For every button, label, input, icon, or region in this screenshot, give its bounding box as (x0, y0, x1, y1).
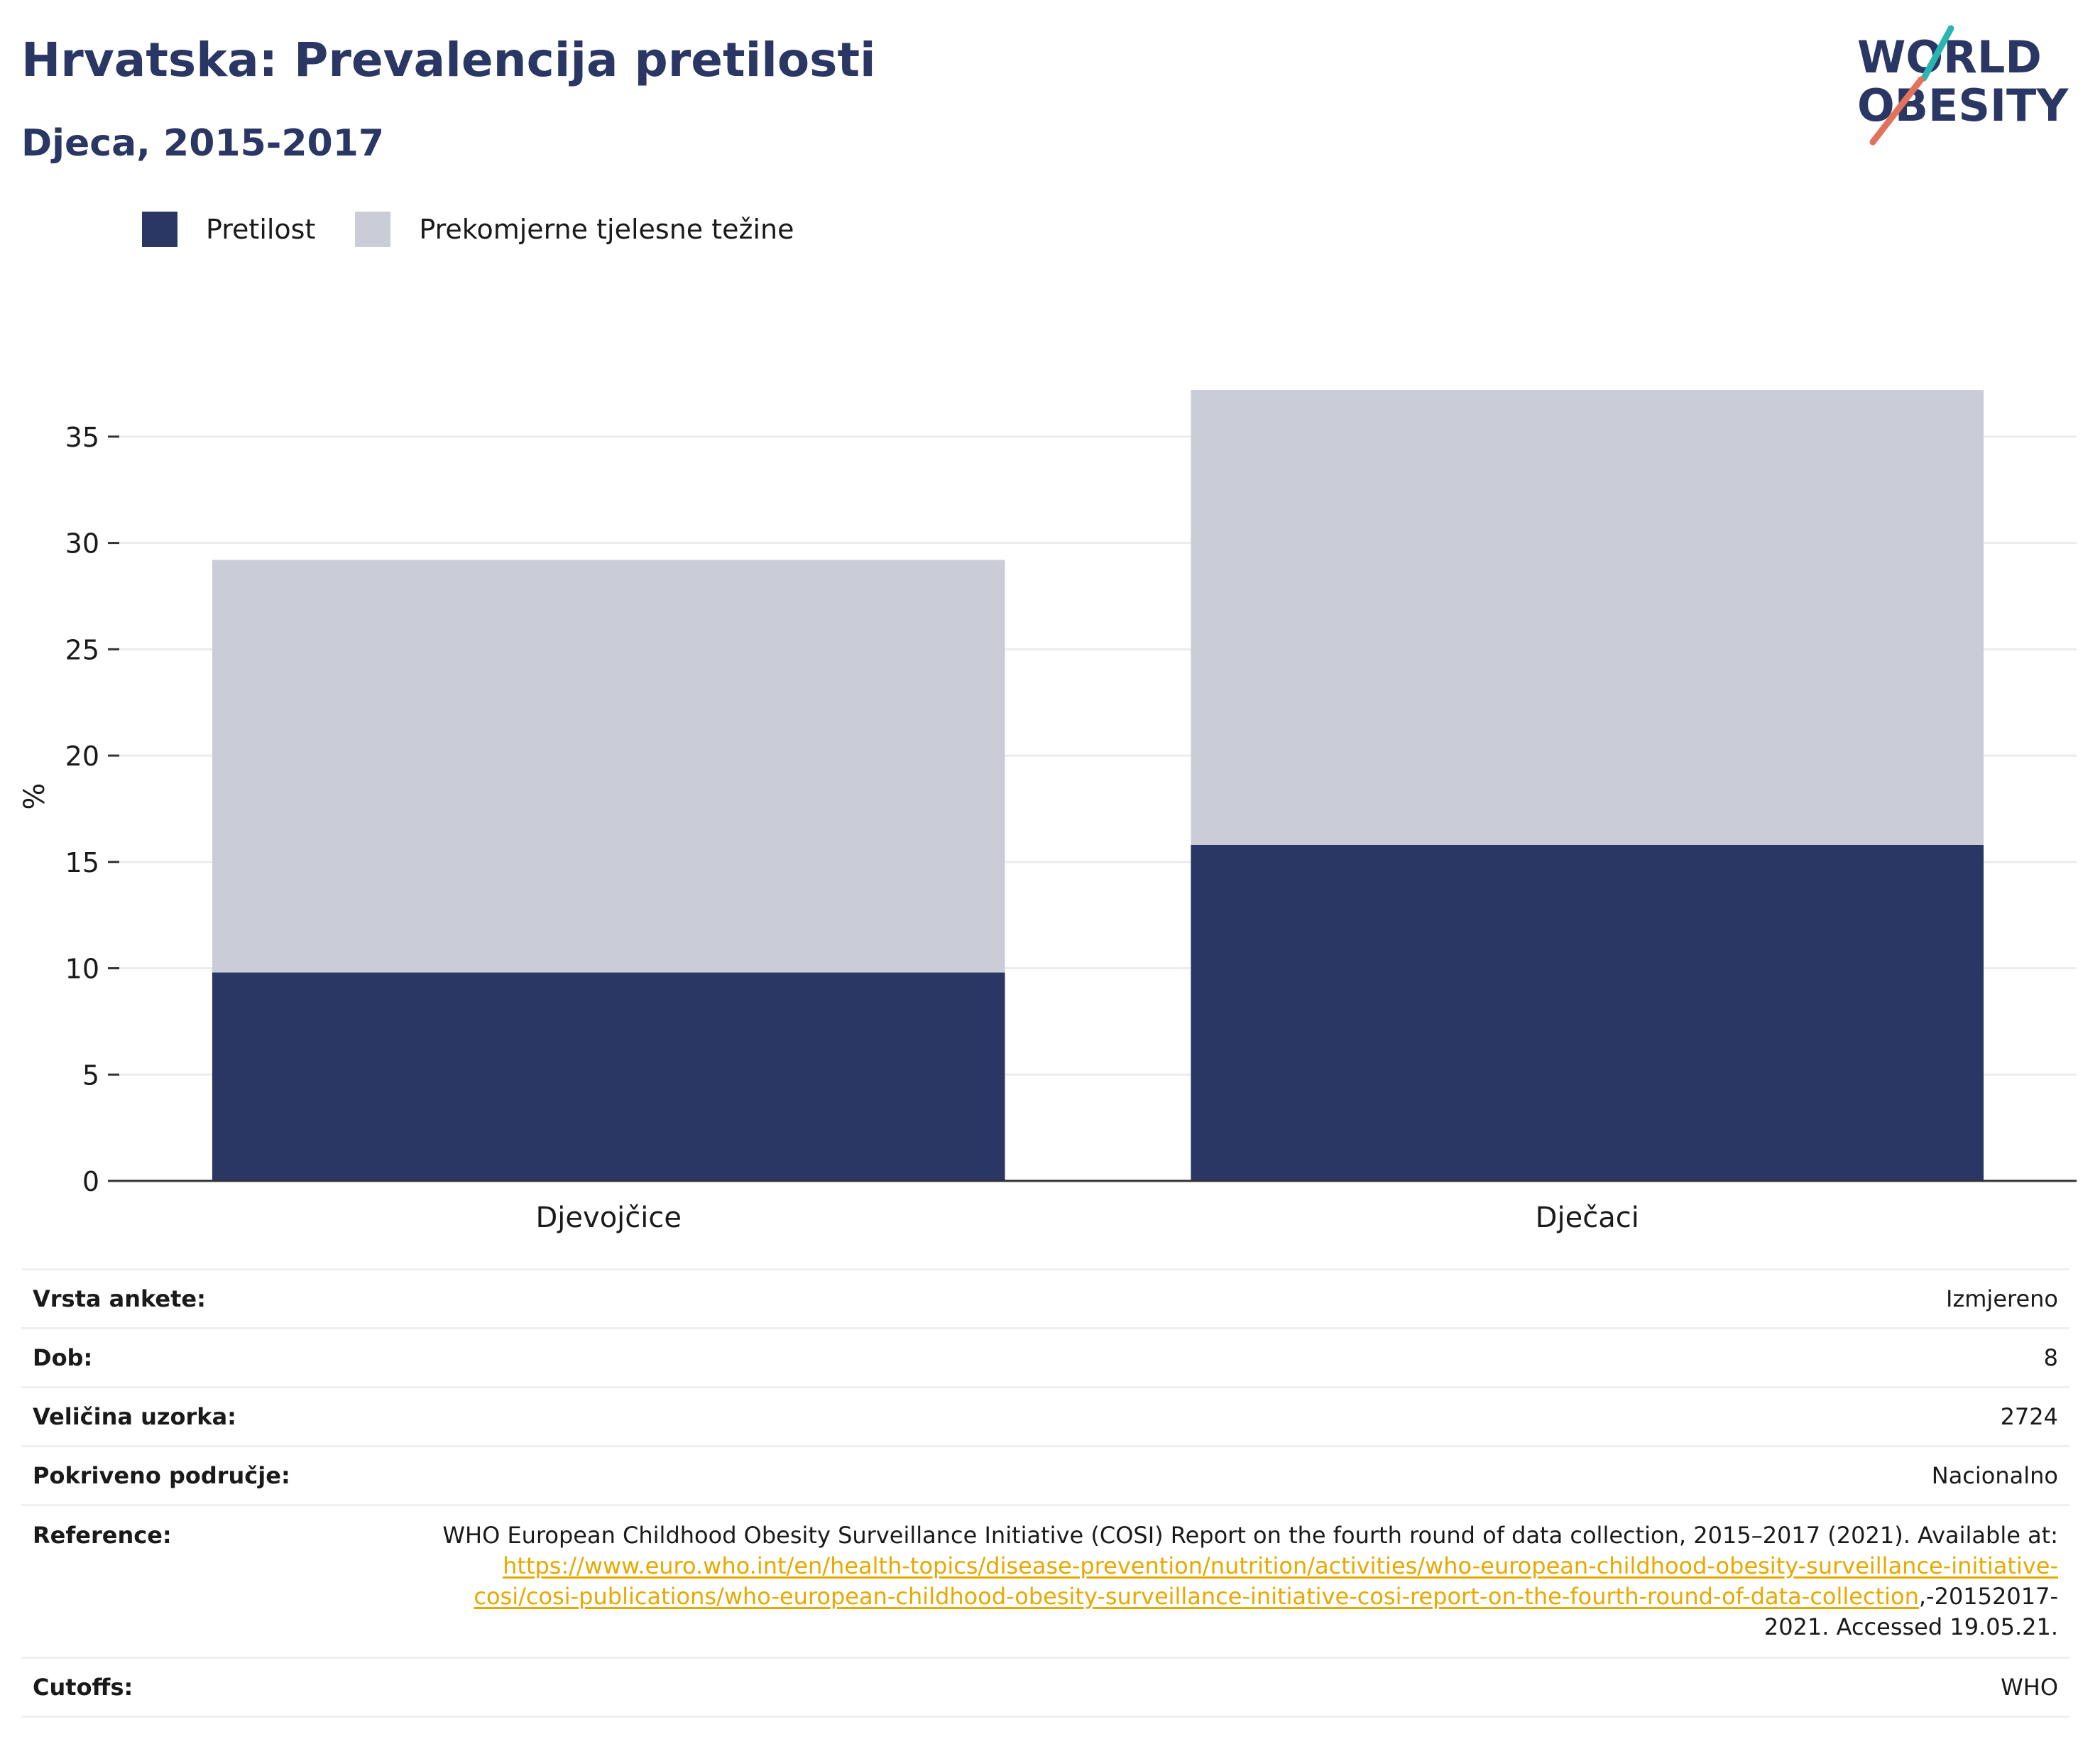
meta-row-sample-size: Veličina uzorka: 2724 (21, 1386, 2069, 1446)
reference-text: WHO European Childhood Obesity Surveilla… (442, 1522, 2058, 1549)
legend-label-prekomjerne: Prekomjerne tjelesne težine (419, 214, 794, 245)
y-tick-label: 25 (65, 634, 99, 665)
chart-legend: Pretilost Prekomjerne tjelesne težine (142, 212, 834, 247)
meta-row-age: Dob: 8 (21, 1327, 2069, 1388)
meta-label: Pokriveno područje: (21, 1445, 413, 1505)
logo-line-obesity: OBESITY (1857, 80, 2069, 131)
legend-item-pretilost[interactable]: Pretilost (142, 212, 315, 247)
y-tick-label: 30 (65, 528, 99, 560)
legend-item-prekomjerne[interactable]: Prekomjerne tjelesne težine (355, 212, 794, 247)
y-tick-label: 5 (82, 1059, 99, 1091)
meta-row-reference: Reference: WHO European Childhood Obesit… (21, 1504, 2069, 1658)
metadata-table: Vrsta ankete: Izmjereno Dob: 8 Veličina … (21, 1268, 2069, 1718)
meta-value: 8 (413, 1327, 2069, 1388)
y-tick-label: 15 (65, 847, 99, 878)
reference-text-after: ,-20152017-2021. Accessed 19.05.21. (1763, 1583, 2058, 1640)
legend-label-pretilost: Pretilost (206, 214, 316, 245)
y-tick-label: 10 (65, 954, 99, 985)
meta-value: 2724 (413, 1386, 2069, 1446)
meta-label: Reference: (21, 1504, 413, 1658)
bar-chart: 0 5 10 15 20 25 30 35 Djevojčice Dječaci % (18, 389, 2077, 1234)
legend-swatch-pretilost (142, 212, 177, 247)
legend-swatch-prekomjerne (355, 212, 391, 247)
logo-line-world: WORLD (1857, 31, 2042, 83)
bar-pretilost-1[interactable] (1191, 844, 1984, 1181)
meta-label: Vrsta ankete: (21, 1268, 413, 1329)
meta-row-survey-type: Vrsta ankete: Izmjereno (21, 1268, 2069, 1329)
meta-label: Veličina uzorka: (21, 1386, 413, 1446)
world-obesity-logo: WORLD OBESITY (1857, 25, 2069, 146)
x-tick-label: Dječaci (1536, 1202, 1639, 1234)
meta-value-reference: WHO European Childhood Obesity Surveilla… (413, 1504, 2069, 1658)
meta-value: WHO (413, 1657, 2069, 1718)
y-tick-label: 20 (65, 741, 99, 772)
x-tick-label: Djevojčice (536, 1202, 682, 1234)
meta-label: Cutoffs: (21, 1657, 413, 1718)
meta-row-cutoffs: Cutoffs: WHO (21, 1657, 2069, 1718)
logo-slash-coral (1869, 76, 1925, 146)
meta-label: Dob: (21, 1327, 413, 1388)
chart-subtitle: Djeca, 2015-2017 (21, 122, 385, 165)
x-axis-ticks: Djevojčice Dječaci (536, 1202, 1639, 1234)
y-axis-label: % (18, 783, 51, 810)
meta-value: Izmjereno (413, 1268, 2069, 1329)
logo-slash-teal (1920, 25, 1954, 82)
chart-title: Hrvatska: Prevalencija pretilosti (21, 33, 876, 87)
meta-value: Nacionalno (413, 1445, 2069, 1505)
bar-prekomjerne-1[interactable] (1191, 389, 1984, 845)
reference-link[interactable]: https://www.euro.who.int/en/health-topic… (474, 1552, 2058, 1610)
bar-prekomjerne-0[interactable] (212, 560, 1005, 973)
bars (212, 389, 1984, 1181)
meta-row-coverage: Pokriveno područje: Nacionalno (21, 1445, 2069, 1505)
y-tick-label: 0 (82, 1166, 99, 1197)
y-tick-label: 35 (65, 422, 99, 453)
y-axis-ticks: 0 5 10 15 20 25 30 35 (65, 422, 119, 1197)
bar-pretilost-0[interactable] (212, 972, 1005, 1181)
